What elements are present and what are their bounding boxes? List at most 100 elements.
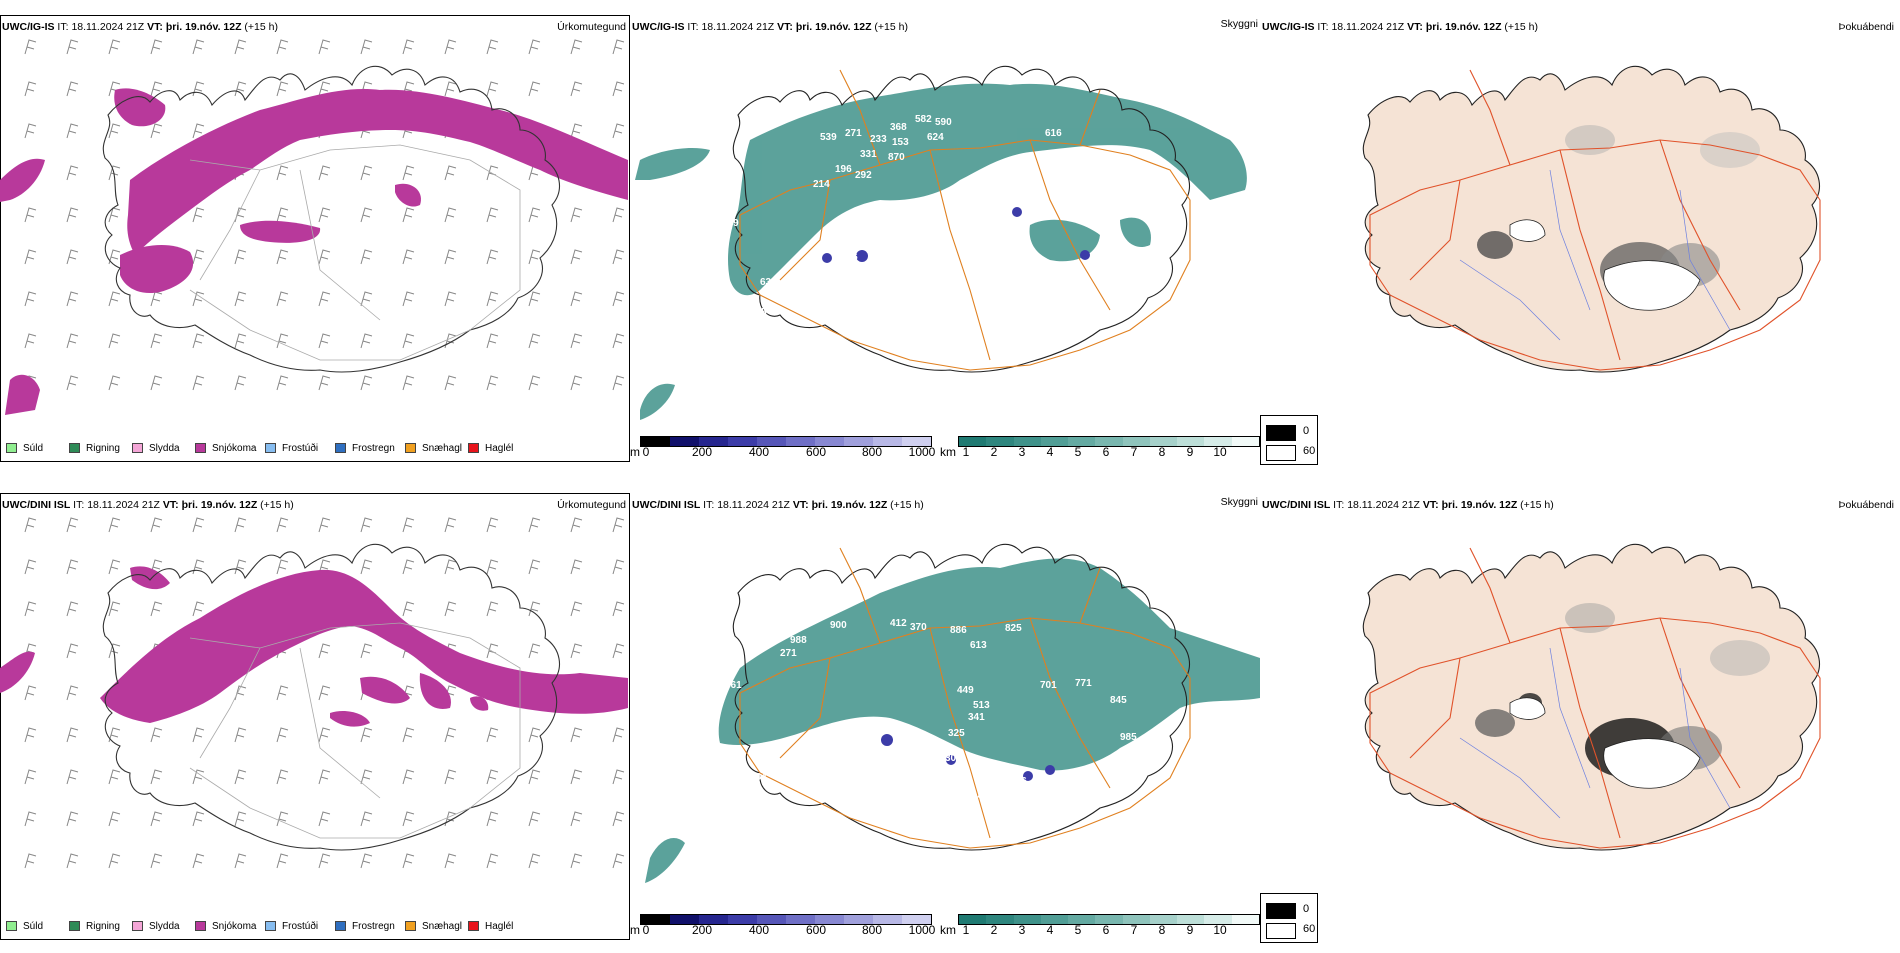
tick-label: 200 (691, 445, 713, 459)
wind-barb (192, 601, 205, 617)
wind-barb (402, 291, 415, 307)
wind-barb (108, 853, 121, 869)
wind-barb (360, 643, 373, 659)
visibility-value-label: 845 (1110, 695, 1127, 706)
wind-barb (24, 39, 37, 55)
ceiling-colorbar-gradient (640, 436, 932, 447)
wind-barb (192, 291, 205, 307)
wind-barb (318, 769, 331, 785)
wind-barb (528, 291, 541, 307)
wind-barb (528, 811, 541, 827)
wind-barb (66, 39, 79, 55)
wind-barb (402, 165, 415, 181)
colorbar-bin (1040, 915, 1069, 924)
fog-swatch-low (1266, 445, 1296, 461)
precip-type-legend: Súld Rigning Slydda Snjókoma Frostúði Fr… (6, 919, 531, 933)
wind-barb (612, 559, 625, 575)
tick-label: 800 (861, 445, 883, 459)
wind-barb (612, 769, 625, 785)
wind-barb (276, 39, 289, 55)
wind-barb (486, 291, 499, 307)
tick-label: 3 (1018, 445, 1026, 459)
wind-barb (192, 81, 205, 97)
wind-barb (276, 559, 289, 575)
visibility-value-label: 370 (910, 622, 927, 633)
wind-barb (318, 207, 331, 223)
wind-barb (108, 291, 121, 307)
legend-swatch (6, 443, 17, 453)
wind-barb (192, 853, 205, 869)
visibility-value-label: 590 (935, 117, 952, 128)
wind-barb (570, 123, 583, 139)
wind-barb (234, 81, 247, 97)
wind-barb (150, 811, 163, 827)
colorbar-bin (670, 915, 699, 924)
fog-legend: 0 60 (1260, 415, 1318, 465)
legend-swatch (405, 443, 416, 453)
wind-barb (528, 39, 541, 55)
wind-barb (318, 81, 331, 97)
wind-barb (360, 853, 373, 869)
wind-barb (24, 727, 37, 743)
wind-barb (612, 643, 625, 659)
colorbar-bin (1068, 437, 1096, 446)
wind-barb (192, 333, 205, 349)
wind-barb (24, 559, 37, 575)
wind-barb (318, 165, 331, 181)
tick-label: 600 (805, 923, 827, 937)
snow-area (0, 88, 628, 415)
wind-barb (612, 207, 625, 223)
wind-barb (444, 81, 457, 97)
wind-barb (192, 123, 205, 139)
wind-barb (528, 853, 541, 869)
wind-barb (192, 727, 205, 743)
fog-label-high: 0 (1303, 903, 1310, 915)
wind-barb (402, 375, 415, 391)
tick-label: 1 (962, 923, 970, 937)
wind-barb (360, 39, 373, 55)
tick-label: 4 (1046, 445, 1054, 459)
wind-barb (612, 517, 625, 533)
colorbar-bin (786, 915, 815, 924)
wind-barb (528, 769, 541, 785)
visibility-value-label: 271 (780, 648, 797, 659)
wind-barb (318, 685, 331, 701)
visibility-value-label: 139 (1040, 798, 1057, 809)
wind-barb (444, 559, 457, 575)
legend-item: Rigning (69, 919, 132, 933)
colorbar-bin (786, 437, 815, 446)
tick-label: 200 (691, 923, 713, 937)
wind-barb (486, 853, 499, 869)
wind-barb (444, 39, 457, 55)
fog-swatch-high (1266, 425, 1296, 441)
legend-swatch (69, 443, 80, 453)
wind-barb (150, 517, 163, 533)
wind-barb (360, 727, 373, 743)
wind-barb (150, 853, 163, 869)
wind-barb (150, 123, 163, 139)
wind-barb (24, 853, 37, 869)
wind-barb (234, 249, 247, 265)
wind-barb (66, 727, 79, 743)
legend-item: Frostregn (335, 919, 405, 933)
wind-barb (66, 601, 79, 617)
wind-barb (276, 249, 289, 265)
legend-swatch (265, 921, 276, 931)
tick-label: 4 (1046, 923, 1054, 937)
wind-barb (24, 207, 37, 223)
wind-barb (444, 165, 457, 181)
road-network (739, 547, 1191, 849)
wind-barb (66, 291, 79, 307)
legend-item: Snjókoma (195, 441, 265, 455)
low-visibility-area (635, 83, 1247, 420)
rivers (1459, 169, 1731, 341)
colorbar-bin (728, 437, 757, 446)
land-fill (1362, 65, 1821, 373)
tick-label: 7 (1130, 445, 1138, 459)
wind-barb (234, 207, 247, 223)
colorbar-bin (1204, 915, 1232, 924)
wind-barb (276, 291, 289, 307)
visibility-colorbar: km 1 2 3 4 5 6 7 8 9 10 (940, 436, 1260, 464)
